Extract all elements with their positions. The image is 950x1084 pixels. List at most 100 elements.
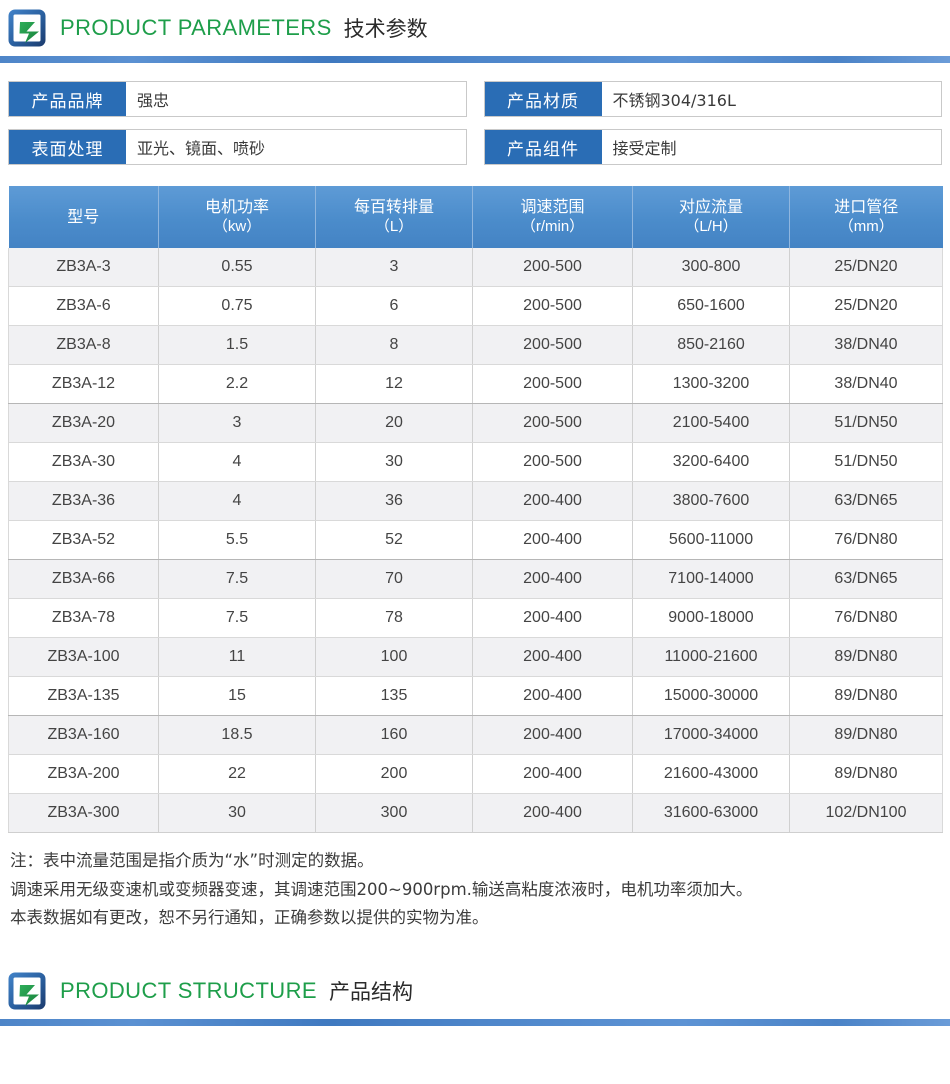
spec-label-brand: 产品品牌 bbox=[9, 82, 126, 116]
column-unit: （kw） bbox=[212, 218, 262, 236]
table-footnotes: 注：表中流量范围是指介质为“水”时测定的数据。 调速采用无级变速机或变频器变速，其… bbox=[0, 833, 950, 932]
cell-inlet-diameter: 89/DN80 bbox=[789, 637, 943, 678]
column-header-model: 型号 bbox=[8, 186, 159, 248]
cell-speed-range: 200-400 bbox=[472, 676, 633, 717]
footnote-line: 本表数据如有更改，恕不另行通知，正确参数以提供的实物为准。 bbox=[10, 908, 489, 928]
cell-inlet-diameter: 38/DN40 bbox=[789, 325, 943, 366]
cell-speed-range: 200-500 bbox=[472, 364, 633, 405]
column-unit: （r/min） bbox=[520, 218, 585, 236]
spec-value-surface-treatment: 亚光、镜面、喷砂 bbox=[137, 139, 266, 158]
spec-boxes-area: 产品品牌 强忠 产品材质 不锈钢304/316L 表面处理 亚光、镜面、喷砂 产… bbox=[0, 63, 950, 165]
cell-displacement: 52 bbox=[315, 520, 473, 561]
spec-box-material: 产品材质 不锈钢304/316L bbox=[483, 81, 942, 117]
table-row: ZB3A-66 7.5 70 200-400 7100-14000 63/DN65 bbox=[8, 559, 943, 600]
column-title: 对应流量 bbox=[678, 197, 743, 216]
cell-model: ZB3A-3 bbox=[8, 247, 159, 288]
cell-flow-rate: 15000-30000 bbox=[632, 676, 790, 717]
cell-displacement: 30 bbox=[315, 442, 473, 483]
column-title: 型号 bbox=[67, 206, 100, 226]
cell-speed-range: 200-500 bbox=[472, 403, 633, 444]
cell-speed-range: 200-400 bbox=[472, 520, 633, 561]
header-divider-bar bbox=[0, 56, 950, 63]
column-header-speed-range: 调速范围 （r/min） bbox=[472, 186, 633, 248]
cell-motor-power: 5.5 bbox=[158, 520, 316, 561]
cell-displacement: 70 bbox=[315, 559, 473, 600]
cell-model: ZB3A-200 bbox=[8, 754, 159, 795]
spec-label-material: 产品材质 bbox=[484, 82, 602, 116]
cell-motor-power: 7.5 bbox=[158, 598, 316, 639]
cell-motor-power: 0.75 bbox=[158, 286, 316, 327]
cell-speed-range: 200-400 bbox=[472, 481, 633, 522]
cell-motor-power: 11 bbox=[158, 637, 316, 678]
cell-displacement: 20 bbox=[315, 403, 473, 444]
cell-displacement: 200 bbox=[315, 754, 473, 795]
column-title: 进口管径 bbox=[834, 197, 899, 216]
cell-speed-range: 200-500 bbox=[472, 286, 633, 327]
parameters-table-wrap: 型号 电机功率 （kw） 每百转排量 （L） 调速范围 （r/min） 对应流量 bbox=[0, 177, 950, 834]
cell-inlet-diameter: 89/DN80 bbox=[789, 676, 943, 717]
cell-motor-power: 1.5 bbox=[158, 325, 316, 366]
cell-inlet-diameter: 76/DN80 bbox=[789, 520, 943, 561]
cell-inlet-diameter: 76/DN80 bbox=[789, 598, 943, 639]
table-row: ZB3A-8 1.5 8 200-500 850-2160 38/DN40 bbox=[8, 325, 943, 366]
cell-flow-rate: 850-2160 bbox=[632, 325, 790, 366]
cell-flow-rate: 11000-21600 bbox=[632, 637, 790, 678]
cell-flow-rate: 3200-6400 bbox=[632, 442, 790, 483]
spec-value-brand: 强忠 bbox=[137, 91, 170, 110]
brand-logo-icon bbox=[8, 9, 46, 47]
cell-motor-power: 4 bbox=[158, 442, 316, 483]
spec-row: 表面处理 亚光、镜面、喷砂 产品组件 接受定制 bbox=[8, 129, 942, 165]
cell-speed-range: 200-500 bbox=[472, 325, 633, 366]
cell-model: ZB3A-6 bbox=[8, 286, 159, 327]
section-title-english: PRODUCT STRUCTURE bbox=[60, 977, 317, 1003]
table-row: ZB3A-12 2.2 12 200-500 1300-3200 38/DN40 bbox=[8, 364, 943, 405]
table-row: ZB3A-78 7.5 78 200-400 9000-18000 76/DN80 bbox=[8, 598, 943, 639]
cell-inlet-diameter: 89/DN80 bbox=[789, 754, 943, 795]
cell-flow-rate: 1300-3200 bbox=[632, 364, 790, 405]
cell-displacement: 300 bbox=[315, 793, 473, 834]
cell-motor-power: 15 bbox=[158, 676, 316, 717]
table-row: ZB3A-300 30 300 200-400 31600-63000 102/DN100 bbox=[8, 793, 943, 834]
table-row: ZB3A-52 5.5 52 200-400 5600-11000 76/DN80 bbox=[8, 520, 943, 561]
cell-flow-rate: 31600-63000 bbox=[632, 793, 790, 834]
cell-model: ZB3A-30 bbox=[8, 442, 159, 483]
column-header-motor-power: 电机功率 （kw） bbox=[158, 186, 316, 248]
table-row: ZB3A-36 4 36 200-400 3800-7600 63/DN65 bbox=[8, 481, 943, 522]
column-unit: （mm） bbox=[838, 218, 894, 236]
cell-model: ZB3A-78 bbox=[8, 598, 159, 639]
table-row: ZB3A-6 0.75 6 200-500 650-1600 25/DN20 bbox=[8, 286, 943, 327]
cell-speed-range: 200-400 bbox=[472, 559, 633, 600]
cell-model: ZB3A-135 bbox=[8, 676, 159, 717]
column-title: 电机功率 bbox=[204, 197, 269, 216]
cell-model: ZB3A-20 bbox=[8, 403, 159, 444]
cell-model: ZB3A-100 bbox=[8, 637, 159, 678]
cell-displacement: 36 bbox=[315, 481, 473, 522]
spec-value-material: 不锈钢304/316L bbox=[612, 91, 736, 110]
cell-speed-range: 200-400 bbox=[472, 715, 633, 756]
cell-flow-rate: 3800-7600 bbox=[632, 481, 790, 522]
footer-divider-bar bbox=[0, 1018, 950, 1026]
cell-displacement: 8 bbox=[315, 325, 473, 366]
column-header-inlet-diameter: 进口管径 （mm） bbox=[789, 186, 943, 248]
footnote-line: 注：表中流量范围是指介质为“水”时测定的数据。 bbox=[10, 851, 374, 871]
section-title-chinese: 产品结构 bbox=[328, 979, 413, 1004]
spec-label-components: 产品组件 bbox=[484, 130, 602, 164]
cell-model: ZB3A-12 bbox=[8, 364, 159, 405]
cell-flow-rate: 650-1600 bbox=[632, 286, 790, 327]
column-title: 每百转排量 bbox=[353, 197, 434, 216]
cell-motor-power: 30 bbox=[158, 793, 316, 834]
spec-box-surface-treatment: 表面处理 亚光、镜面、喷砂 bbox=[8, 129, 467, 165]
cell-speed-range: 200-400 bbox=[472, 637, 633, 678]
cell-model: ZB3A-52 bbox=[8, 520, 159, 561]
table-row: ZB3A-135 15 135 200-400 15000-30000 89/DN80 bbox=[8, 676, 943, 717]
cell-flow-rate: 5600-11000 bbox=[632, 520, 790, 561]
cell-model: ZB3A-300 bbox=[8, 793, 159, 834]
cell-displacement: 6 bbox=[315, 286, 473, 327]
cell-displacement: 78 bbox=[315, 598, 473, 639]
cell-inlet-diameter: 51/DN50 bbox=[789, 442, 943, 483]
cell-displacement: 160 bbox=[315, 715, 473, 756]
section-title-english: PRODUCT PARAMETERS bbox=[60, 15, 332, 40]
cell-model: ZB3A-66 bbox=[8, 559, 159, 600]
spec-box-components: 产品组件 接受定制 bbox=[483, 129, 942, 165]
column-header-displacement: 每百转排量 （L） bbox=[315, 186, 473, 248]
